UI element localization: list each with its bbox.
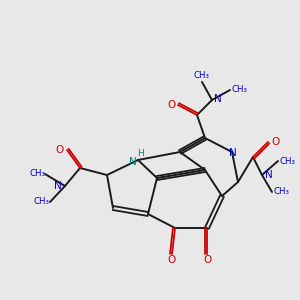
- Text: O: O: [168, 255, 176, 265]
- Text: N: N: [129, 157, 137, 167]
- Text: O: O: [203, 255, 211, 265]
- Text: O: O: [167, 100, 175, 110]
- Text: N: N: [54, 181, 62, 191]
- Text: CH₃: CH₃: [194, 71, 210, 80]
- Text: CH₃: CH₃: [232, 85, 248, 94]
- Text: CH₃: CH₃: [34, 197, 50, 206]
- Text: O: O: [56, 145, 64, 155]
- Text: O: O: [271, 137, 279, 147]
- Text: CH₃: CH₃: [274, 188, 290, 196]
- Text: H: H: [138, 148, 144, 158]
- Text: CH₃: CH₃: [29, 169, 45, 178]
- Text: N: N: [265, 170, 273, 180]
- Text: N: N: [229, 148, 237, 158]
- Text: N: N: [214, 94, 222, 104]
- Text: CH₃: CH₃: [280, 157, 296, 166]
